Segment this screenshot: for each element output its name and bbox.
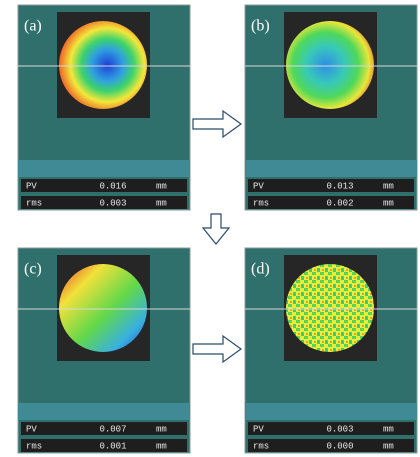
panel: (a) PV 0.016 mm rms 0.003 mm	[18, 5, 190, 210]
status-band	[245, 160, 417, 177]
readout-unit: mm	[156, 181, 167, 191]
panel-label: (a)	[24, 18, 42, 35]
readout-value: 0.016	[99, 181, 126, 191]
status-band	[18, 160, 190, 177]
readout-name: PV	[253, 181, 264, 191]
readout-unit: mm	[156, 424, 167, 434]
status-band	[245, 403, 417, 420]
readout-name: PV	[26, 424, 37, 434]
readout-name: PV	[253, 424, 264, 434]
readout-unit: mm	[383, 181, 394, 191]
surface-map	[59, 264, 147, 352]
panel-label: (b)	[251, 18, 270, 35]
readout-value: 0.013	[326, 181, 353, 191]
panel: (c) PV 0.007 mm rms 0.001 mm	[18, 248, 190, 453]
surface-map	[286, 264, 374, 352]
arrow-right	[193, 111, 241, 137]
readout-unit: mm	[383, 198, 394, 208]
readout-value: 0.007	[99, 424, 126, 434]
arrow-right	[193, 336, 241, 362]
readout-unit: mm	[383, 424, 394, 434]
readout-name: rms	[26, 441, 42, 451]
panel: (d) PV 0.003 mm rms 0.000 mm	[245, 248, 417, 453]
readout-unit: mm	[383, 441, 394, 451]
readout-value: 0.003	[326, 424, 353, 434]
status-band	[18, 403, 190, 420]
readout-value: 0.002	[326, 198, 353, 208]
arrow-down	[203, 214, 229, 244]
figure: (a) PV 0.016 mm rms 0.003 mm (b) PV 0.013 mm rms 0.0…	[0, 0, 420, 457]
panel-label: (c)	[24, 261, 42, 278]
surface-map	[59, 21, 147, 109]
readout-unit: mm	[156, 198, 167, 208]
readout-unit: mm	[156, 441, 167, 451]
panel: (b) PV 0.013 mm rms 0.002 mm	[245, 5, 417, 210]
surface-map	[286, 21, 374, 109]
readout-name: PV	[26, 181, 37, 191]
readout-value: 0.000	[326, 441, 353, 451]
readout-value: 0.001	[99, 441, 126, 451]
readout-name: rms	[253, 441, 269, 451]
readout-name: rms	[26, 198, 42, 208]
readout-value: 0.003	[99, 198, 126, 208]
readout-name: rms	[253, 198, 269, 208]
panel-label: (d)	[251, 261, 270, 278]
